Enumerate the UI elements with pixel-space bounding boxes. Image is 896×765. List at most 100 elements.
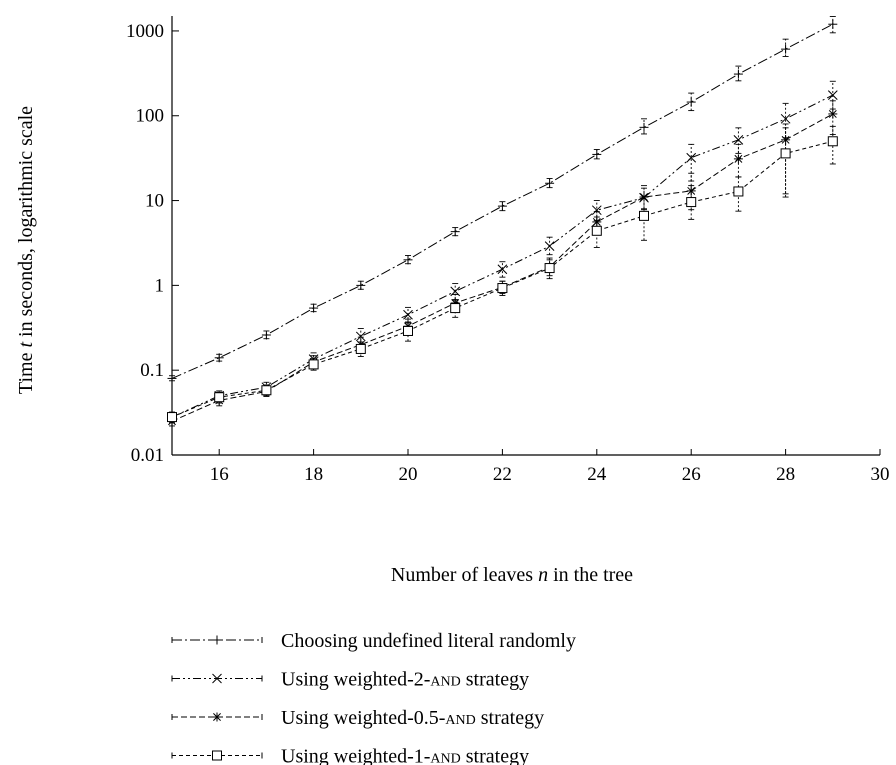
legend-label-pre: Using weighted-0.5- <box>281 707 445 729</box>
series-4 <box>168 126 838 422</box>
y-tick-label: 1000 <box>126 21 164 42</box>
marker-stroke <box>213 751 222 760</box>
legend: Choosing undefined literal randomly Using… <box>172 630 576 765</box>
legend-label-post: strategy <box>476 707 544 729</box>
x-tick-label: 18 <box>304 464 323 485</box>
data-point <box>781 45 790 54</box>
legend-label-post: strategy <box>461 746 529 765</box>
data-point <box>781 149 790 158</box>
legend-label-pre: Using weighted-1- <box>281 746 430 765</box>
x-tick-label: 20 <box>399 464 418 485</box>
x-axis-title-pre: Number of leaves <box>391 564 538 586</box>
legend-label: Using weighted-2-and strategy <box>281 669 529 691</box>
data-point <box>545 264 554 273</box>
x-axis-title: Number of leaves n in the tree <box>391 564 633 586</box>
legend-label-pre: Using weighted-2- <box>281 669 430 691</box>
data-point <box>781 114 790 123</box>
legend-label-smallcaps: and <box>445 707 475 729</box>
data-point <box>640 211 649 220</box>
data-point <box>828 20 837 29</box>
y-tick-label: 10 <box>145 191 164 212</box>
data-point <box>356 344 365 353</box>
x-tick-label: 26 <box>682 464 701 485</box>
x-tick-label: 28 <box>776 464 795 485</box>
x-tick-label: 24 <box>587 464 607 485</box>
x-tick-label: 30 <box>871 464 890 485</box>
data-point <box>309 304 318 313</box>
data-point <box>640 123 649 132</box>
series-layer <box>168 16 838 425</box>
legend-label-smallcaps: and <box>430 746 460 765</box>
marker-stroke <box>215 393 224 402</box>
series-1 <box>168 16 838 382</box>
legend-label: Using weighted-1-and strategy <box>281 746 529 765</box>
legend-item-2: Using weighted-2-and strategy <box>172 669 529 691</box>
data-point <box>592 150 601 159</box>
data-point <box>404 326 413 335</box>
data-point <box>545 179 554 188</box>
legend-item-1: Choosing undefined literal randomly <box>172 630 576 652</box>
marker-stroke <box>356 344 365 353</box>
x-axis-title-var: n <box>538 564 548 586</box>
y-axis-title: Time t in seconds, logarithmic scale <box>15 106 37 394</box>
legend-label-pre: Choosing undefined literal randomly <box>281 630 576 652</box>
data-point <box>498 284 507 293</box>
data-point <box>309 360 318 369</box>
y-axis-title-pre: Time <box>15 348 37 395</box>
y-tick-label: 0.01 <box>131 445 164 466</box>
data-point <box>734 154 743 163</box>
x-tick-label: 16 <box>210 464 229 485</box>
legend-marker <box>213 713 222 722</box>
marker-stroke <box>545 264 554 273</box>
y-axis-title-post: in seconds, logarithmic scale <box>15 106 37 342</box>
data-point <box>168 374 177 383</box>
data-point <box>828 109 837 118</box>
data-point <box>262 330 271 339</box>
x-tick-label: 22 <box>493 464 512 485</box>
marker-stroke <box>828 137 837 146</box>
legend-label-smallcaps: and <box>430 669 460 691</box>
legend-label: Using weighted-0.5-and strategy <box>281 707 544 729</box>
marker-stroke <box>309 360 318 369</box>
data-point <box>404 255 413 264</box>
data-point <box>356 281 365 290</box>
data-point <box>498 202 507 211</box>
series-line <box>172 141 833 417</box>
data-point <box>828 137 837 146</box>
marker-stroke <box>451 304 460 313</box>
marker-stroke <box>168 413 177 422</box>
y-tick-label: 100 <box>136 106 165 127</box>
data-point <box>262 386 271 395</box>
series-2 <box>168 81 838 422</box>
marker-stroke <box>687 198 696 207</box>
legend-label-post: strategy <box>461 669 529 691</box>
data-point <box>687 198 696 207</box>
legend-item-4: Using weighted-1-and strategy <box>172 746 529 765</box>
marker-stroke <box>640 211 649 220</box>
legend-label: Choosing undefined literal randomly <box>281 630 576 652</box>
y-tick-label: 1 <box>155 275 165 296</box>
marker-stroke <box>404 326 413 335</box>
axes: 16 18 20 22 24 26 28 30 0.01 0.1 1 10 100 1000 <box>126 16 890 485</box>
data-point <box>451 227 460 236</box>
data-point <box>168 413 177 422</box>
data-point <box>451 304 460 313</box>
legend-marker <box>213 636 222 645</box>
series-line <box>172 95 833 417</box>
marker-stroke <box>498 284 507 293</box>
marker-stroke <box>734 187 743 196</box>
data-point <box>592 226 601 235</box>
data-point <box>734 70 743 79</box>
legend-marker <box>213 751 222 760</box>
legend-item-3: Using weighted-0.5-and strategy <box>172 707 544 729</box>
y-tick-label: 0.1 <box>140 360 164 381</box>
data-point <box>215 353 224 362</box>
marker-stroke <box>781 149 790 158</box>
data-point <box>215 393 224 402</box>
marker-stroke <box>592 226 601 235</box>
marker-stroke <box>262 386 271 395</box>
x-axis-title-post: in the tree <box>548 564 633 586</box>
data-point <box>734 187 743 196</box>
data-point <box>687 98 696 107</box>
